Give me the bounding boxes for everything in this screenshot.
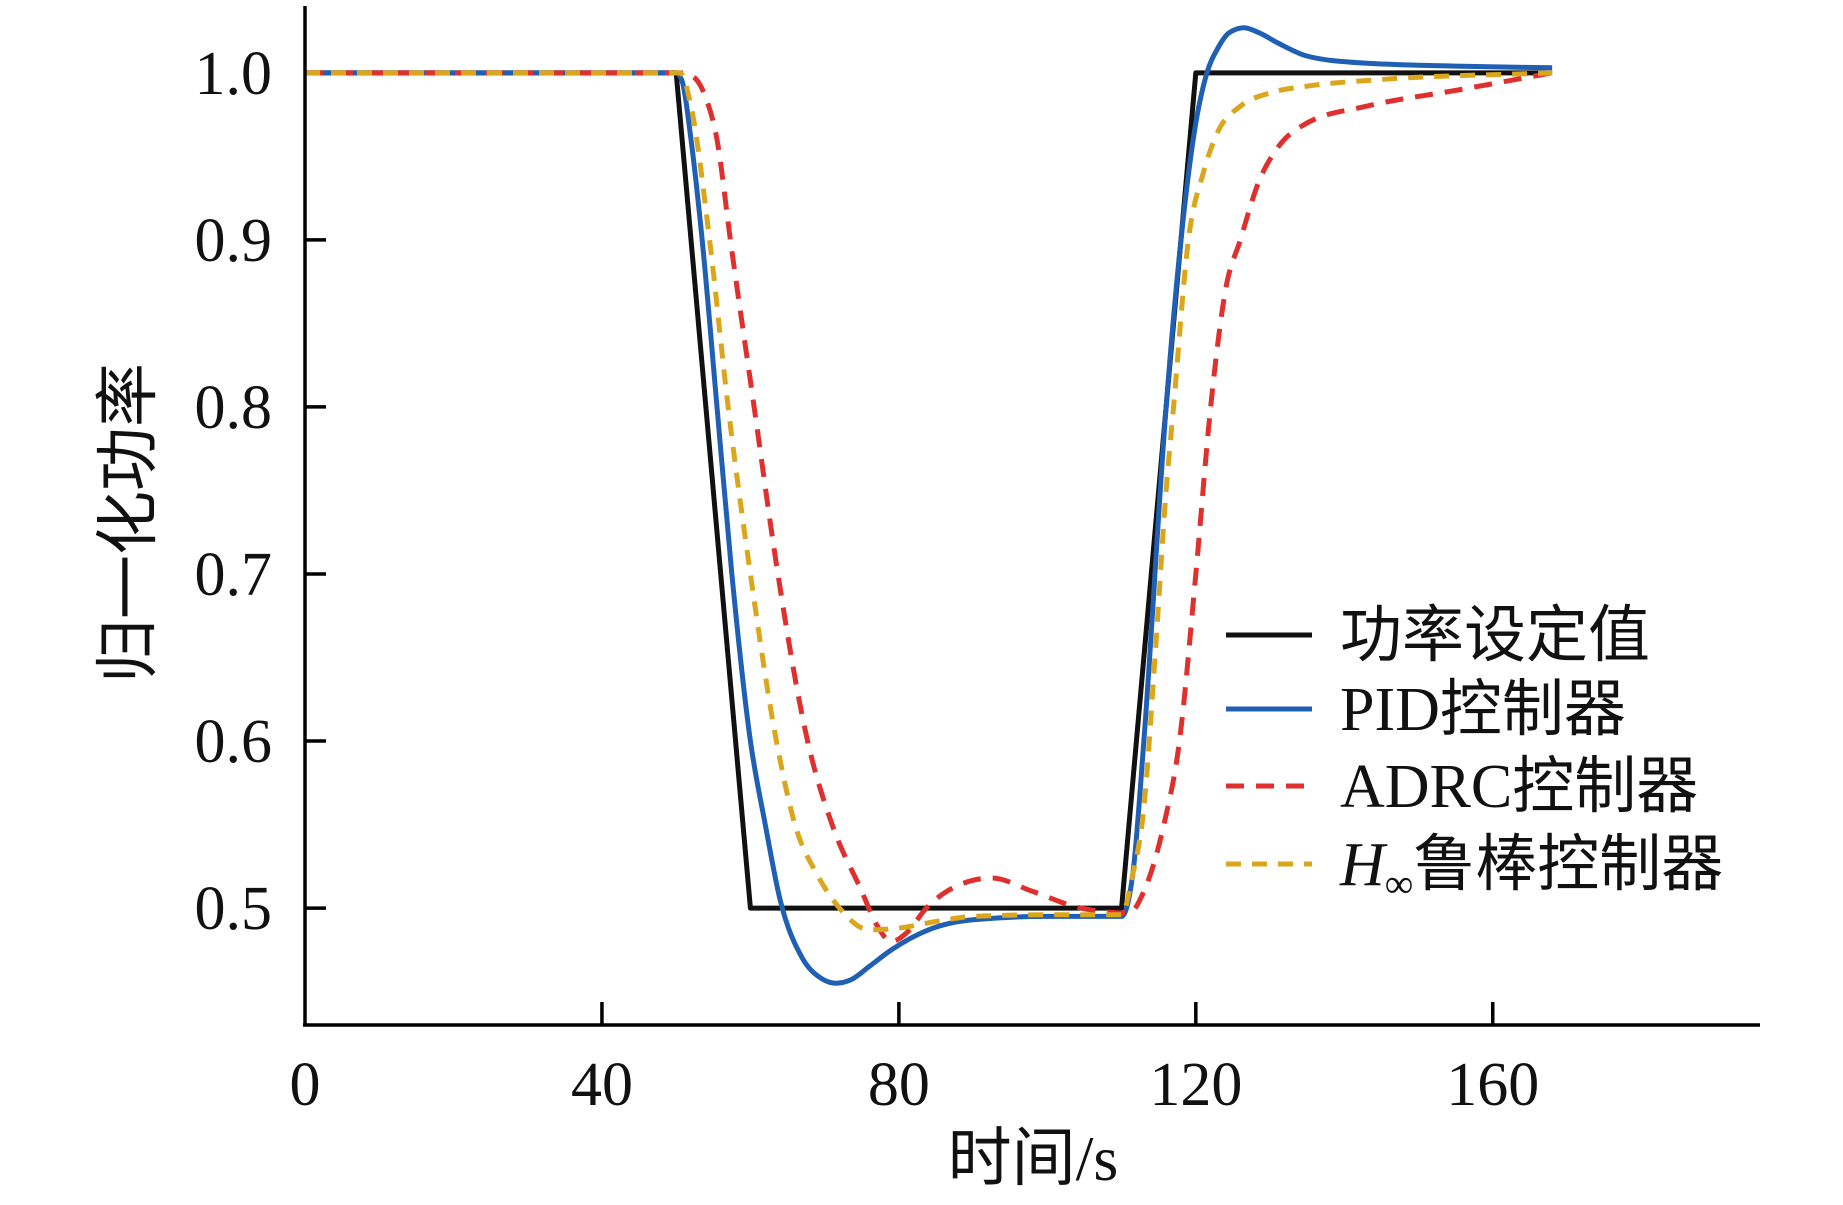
legend-label-4: H∞鲁棒控制器 — [1339, 831, 1723, 906]
x-tick-label: 120 — [1149, 1051, 1242, 1119]
y-tick-label: 1.0 — [195, 40, 273, 108]
y-tick-label: 0.6 — [195, 708, 273, 776]
series-layer — [305, 25, 1553, 986]
series-line-4 — [305, 70, 1553, 933]
legend-label-3: ADRC控制器 — [1340, 753, 1698, 821]
x-axis-label: 时间/s — [948, 1123, 1119, 1194]
x-tick-label: 80 — [868, 1051, 930, 1119]
y-tick-label: 0.8 — [195, 374, 273, 442]
x-tick-label: 40 — [571, 1051, 633, 1119]
series-line-2 — [305, 25, 1553, 986]
legend-label-1: 功率设定值 — [1340, 602, 1650, 670]
y-tick-label: 0.9 — [195, 207, 273, 275]
axis-ticks — [305, 71, 1495, 1025]
x-tick-label: 0 — [290, 1051, 321, 1119]
tick-labels: 0 40 80 120 160 0.5 0.6 0.7 0.8 0.9 1.0 — [195, 40, 1540, 1119]
series-line-3 — [305, 70, 1553, 944]
x-tick-label: 160 — [1446, 1051, 1539, 1119]
y-tick-label: 0.7 — [195, 541, 273, 609]
y-tick-label: 0.5 — [195, 875, 273, 943]
y-axis-label: 归一化功率 — [93, 363, 164, 683]
legend-label-2: PID控制器 — [1340, 676, 1626, 744]
